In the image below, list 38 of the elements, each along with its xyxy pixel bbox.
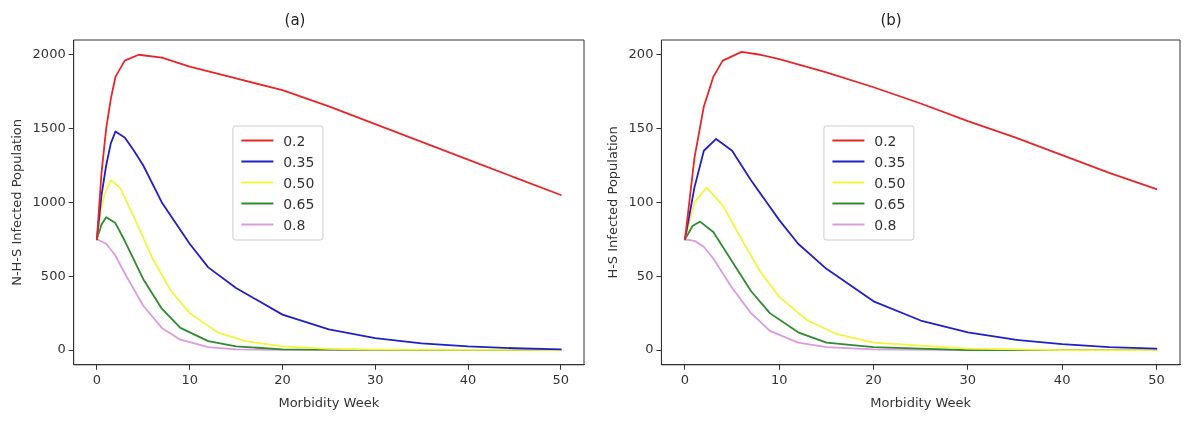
- legend-label: 0.8: [874, 216, 897, 233]
- x-tick-label: 30: [366, 371, 384, 387]
- legend-label: 0.50: [283, 174, 315, 191]
- legend-label: 0.65: [283, 195, 315, 212]
- y-tick-label: 0: [645, 341, 654, 357]
- x-tick-label: 50: [1148, 371, 1165, 387]
- y-axis-title: H-S Infected Population: [605, 126, 621, 279]
- x-axis-title: Morbidity Week: [278, 394, 380, 410]
- y-tick-label: 500: [40, 267, 66, 283]
- chart-title: (a): [284, 10, 306, 29]
- legend-label: 0.2: [874, 132, 897, 149]
- y-tick-label: 2000: [32, 46, 66, 62]
- x-tick-label: 0: [680, 371, 690, 387]
- chart-title: (b): [880, 10, 902, 29]
- x-tick-label: 10: [181, 371, 198, 387]
- y-tick-label: 50: [636, 267, 654, 283]
- y-tick-label: 150: [628, 119, 654, 135]
- x-tick-label: 50: [552, 371, 570, 387]
- x-tick-label: 40: [459, 371, 477, 387]
- y-tick-label: 100: [628, 193, 654, 209]
- y-tick-label: 1500: [32, 119, 66, 135]
- legend-label: 0.2: [283, 132, 306, 149]
- y-axis-title: N-H-S Infected Population: [9, 118, 25, 286]
- x-tick-label: 0: [92, 371, 102, 387]
- x-tick-label: 20: [865, 371, 882, 387]
- y-tick-label: 0: [57, 341, 66, 357]
- legend-label: 0.50: [874, 174, 906, 191]
- y-tick-label: 1000: [32, 193, 66, 209]
- legend-label: 0.8: [283, 216, 306, 233]
- y-tick-label: 200: [628, 46, 654, 62]
- x-tick-label: 30: [959, 371, 977, 387]
- x-axis-title: Morbidity Week: [870, 394, 972, 410]
- x-tick-label: 20: [274, 371, 291, 387]
- x-tick-label: 40: [1053, 371, 1071, 387]
- legend-label: 0.65: [874, 195, 906, 212]
- legend-label: 0.35: [874, 153, 906, 170]
- x-tick-label: 10: [771, 371, 788, 387]
- legend-label: 0.35: [283, 153, 315, 170]
